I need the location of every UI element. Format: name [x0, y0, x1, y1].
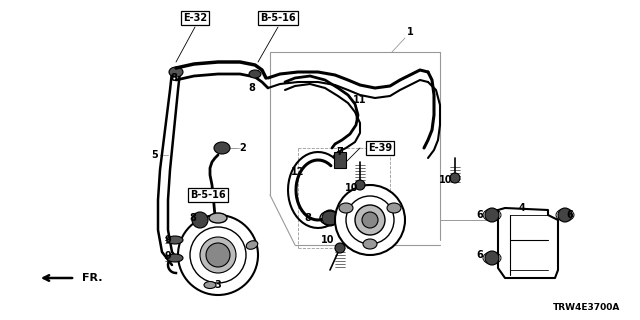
Text: B-5-16: B-5-16 — [190, 190, 226, 200]
Text: E-39: E-39 — [368, 143, 392, 153]
Text: TRW4E3700A: TRW4E3700A — [552, 303, 620, 313]
Text: 2: 2 — [239, 143, 246, 153]
Text: 9: 9 — [164, 235, 172, 245]
Text: 5: 5 — [152, 150, 158, 160]
Ellipse shape — [246, 241, 258, 249]
Text: 9: 9 — [164, 251, 172, 261]
Ellipse shape — [167, 236, 183, 244]
Ellipse shape — [169, 67, 183, 77]
Ellipse shape — [335, 243, 345, 253]
Text: 4: 4 — [518, 203, 525, 213]
Circle shape — [192, 212, 208, 228]
Ellipse shape — [355, 180, 365, 190]
Text: 11: 11 — [353, 95, 367, 105]
Text: 6: 6 — [477, 250, 483, 260]
Text: 6: 6 — [477, 210, 483, 220]
Text: 6: 6 — [566, 210, 573, 220]
Text: E-32: E-32 — [183, 13, 207, 23]
Text: 12: 12 — [291, 167, 305, 177]
Circle shape — [200, 237, 236, 273]
Ellipse shape — [214, 142, 230, 154]
Text: 3: 3 — [214, 280, 221, 290]
Ellipse shape — [167, 254, 183, 262]
Circle shape — [558, 208, 572, 222]
Ellipse shape — [209, 213, 227, 223]
Text: 10: 10 — [321, 235, 335, 245]
Ellipse shape — [363, 239, 377, 249]
Text: 8: 8 — [248, 83, 255, 93]
Text: 8: 8 — [189, 213, 196, 223]
Circle shape — [362, 212, 378, 228]
Circle shape — [335, 185, 405, 255]
Ellipse shape — [450, 173, 460, 183]
Circle shape — [178, 215, 258, 295]
Text: B-5-16: B-5-16 — [260, 13, 296, 23]
Ellipse shape — [249, 70, 261, 78]
Circle shape — [322, 210, 338, 226]
Circle shape — [485, 208, 499, 222]
FancyBboxPatch shape — [334, 152, 346, 168]
Ellipse shape — [204, 282, 216, 289]
Circle shape — [485, 251, 499, 265]
Text: FR.: FR. — [82, 273, 102, 283]
Text: 10: 10 — [345, 183, 359, 193]
Circle shape — [206, 243, 230, 267]
Text: 10: 10 — [439, 175, 452, 185]
Text: 7: 7 — [337, 147, 344, 157]
Circle shape — [190, 227, 246, 283]
Ellipse shape — [339, 203, 353, 213]
Text: 8: 8 — [305, 213, 312, 223]
Text: 1: 1 — [406, 27, 413, 37]
Circle shape — [346, 196, 394, 244]
Circle shape — [355, 205, 385, 235]
Text: 8: 8 — [171, 73, 177, 83]
Ellipse shape — [387, 203, 401, 213]
